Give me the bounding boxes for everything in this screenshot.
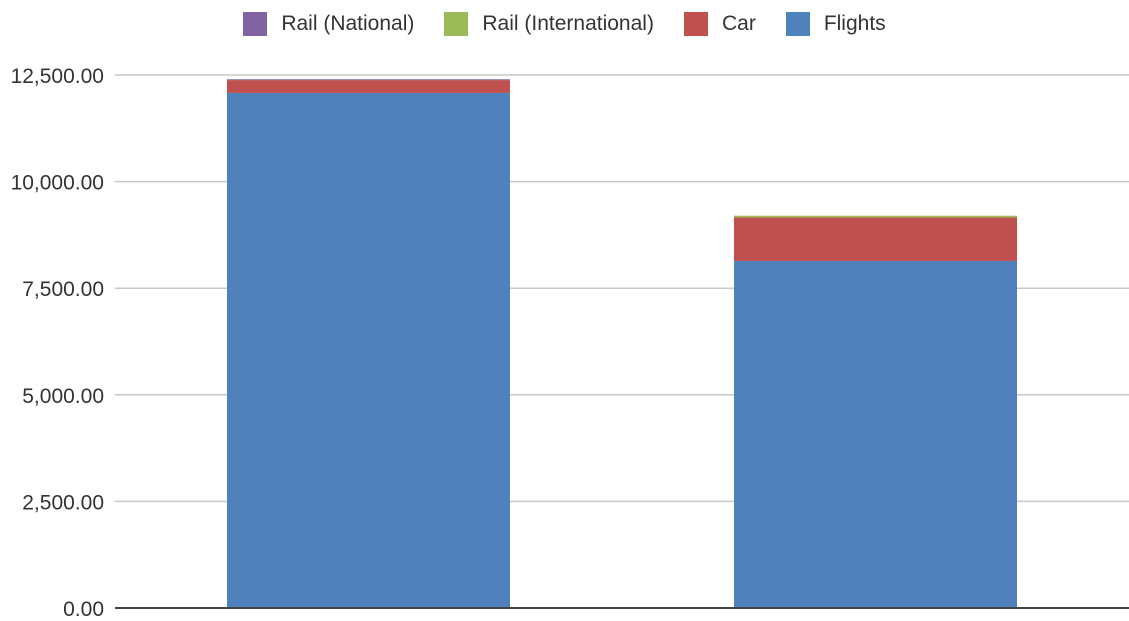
legend-item-rail-national: Rail (National) (243, 12, 414, 36)
y-tick-label-0: 0.00 (63, 598, 104, 616)
legend-label-rail-international: Rail (International) (482, 12, 654, 35)
y-tick-label-1: 2,500.00 (22, 491, 104, 514)
y-tick-label-3: 7,500.00 (22, 278, 104, 301)
y-tick-label-4: 10,000.00 (11, 172, 104, 195)
legend-swatch-rail-national (243, 12, 268, 36)
bar-flights-1 (227, 92, 510, 608)
bar-flights-2 (734, 260, 1017, 608)
bar-car-1 (227, 80, 510, 93)
chart-legend: Rail (National) Rail (International) Car… (0, 10, 1129, 38)
legend-swatch-rail-international (444, 12, 469, 36)
legend-item-rail-international: Rail (International) (444, 12, 654, 36)
bar-car-2 (734, 217, 1017, 261)
bar-rail-international-2 (734, 215, 1017, 218)
legend-label-car: Car (721, 12, 756, 35)
legend-swatch-flights (785, 12, 810, 36)
legend-swatch-car (683, 12, 708, 36)
legend-item-flights: Flights (785, 12, 886, 36)
legend-label-flights: Flights (823, 12, 886, 35)
legend-label-rail-national: Rail (National) (281, 12, 415, 35)
legend-item-car: Car (683, 12, 756, 36)
bar-rail-national-1 (227, 79, 510, 81)
y-tick-label-2: 5,000.00 (22, 385, 104, 408)
y-tick-label-5: 12,500.00 (11, 65, 104, 88)
